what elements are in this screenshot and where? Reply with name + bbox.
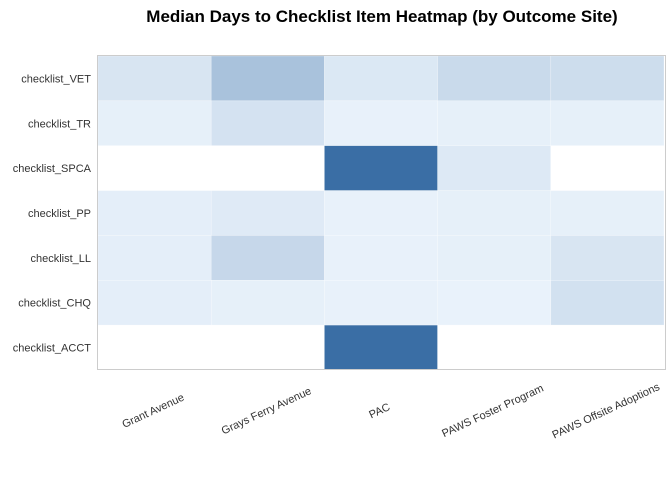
heatmap-cell-4-2: [324, 235, 438, 281]
heatmap-cell-1-4: [550, 100, 665, 146]
heatmap-cell-0-2: [324, 55, 438, 102]
heatmap-cell-6-0: [97, 324, 212, 371]
x-tick-label: PAC: [367, 401, 392, 421]
x-tick-label: PAWS Offsite Adoptions: [550, 381, 662, 442]
heatmap-cell-2-4: [550, 145, 665, 191]
heatmap-cell-4-3: [437, 235, 552, 281]
heatmap-cell-3-3: [437, 190, 552, 236]
heatmap-cell-4-1: [210, 235, 325, 281]
y-tick-label: checklist_ACCT: [13, 343, 92, 355]
heatmap-cell-5-2: [324, 280, 438, 326]
heatmap-cells: [97, 55, 665, 371]
chart-title: Median Days to Checklist Item Heatmap (b…: [146, 7, 617, 26]
heatmap-cell-2-0: [97, 145, 212, 191]
heatmap-cell-2-3: [437, 145, 552, 191]
x-tick-label: Grant Avenue: [120, 392, 186, 431]
heatmap-cell-1-0: [97, 100, 212, 146]
y-tick-label: checklist_CHQ: [18, 298, 91, 310]
x-axis-tick-labels: Grant Avenue Grays Ferry Avenue PAC PAWS Fo…: [120, 381, 662, 442]
heatmap-cell-6-3: [437, 324, 552, 371]
y-axis-tick-labels: checklist_VET checklist_TR checklist_SPCAc…: [13, 73, 92, 354]
plot-panel: [97, 55, 666, 370]
y-tick-label: checklist_PP: [28, 208, 91, 220]
heatmap-cell-2-1: [210, 145, 325, 191]
heatmap-cell-3-0: [97, 190, 212, 236]
heatmap-cell-0-3: [437, 55, 552, 102]
heatmap-cell-6-4: [550, 324, 665, 371]
heatmap-cell-4-0: [97, 235, 212, 281]
heatmap-cell-6-2: [324, 324, 438, 371]
y-tick-label: checklist_SPCA: [13, 163, 92, 175]
x-tick-label: PAWS Foster Program: [440, 382, 545, 440]
heatmap-cell-1-3: [437, 100, 552, 146]
y-tick-label: checklist_LL: [30, 253, 91, 265]
heatmap-cell-0-0: [97, 55, 212, 102]
heatmap-cell-1-2: [324, 100, 438, 146]
heatmap-cell-5-1: [210, 280, 325, 326]
heatmap-cell-4-4: [550, 235, 665, 281]
heatmap-cell-3-4: [550, 190, 665, 236]
y-tick-label: checklist_TR: [28, 118, 91, 130]
heatmap-cell-3-2: [324, 190, 438, 236]
heatmap-cell-5-0: [97, 280, 212, 326]
heatmap-cell-5-3: [437, 280, 552, 326]
heatmap-cell-5-4: [550, 280, 665, 326]
y-tick-label: checklist_VET: [21, 73, 91, 85]
heatmap-cell-6-1: [210, 324, 325, 371]
heatmap-cell-1-1: [210, 100, 325, 146]
heatmap-cell-3-1: [210, 190, 325, 236]
heatmap-cell-0-1: [210, 55, 325, 102]
x-tick-label: Grays Ferry Avenue: [220, 385, 314, 437]
heatmap-cell-2-2: [324, 145, 438, 191]
heatmap-cell-0-4: [550, 55, 665, 102]
